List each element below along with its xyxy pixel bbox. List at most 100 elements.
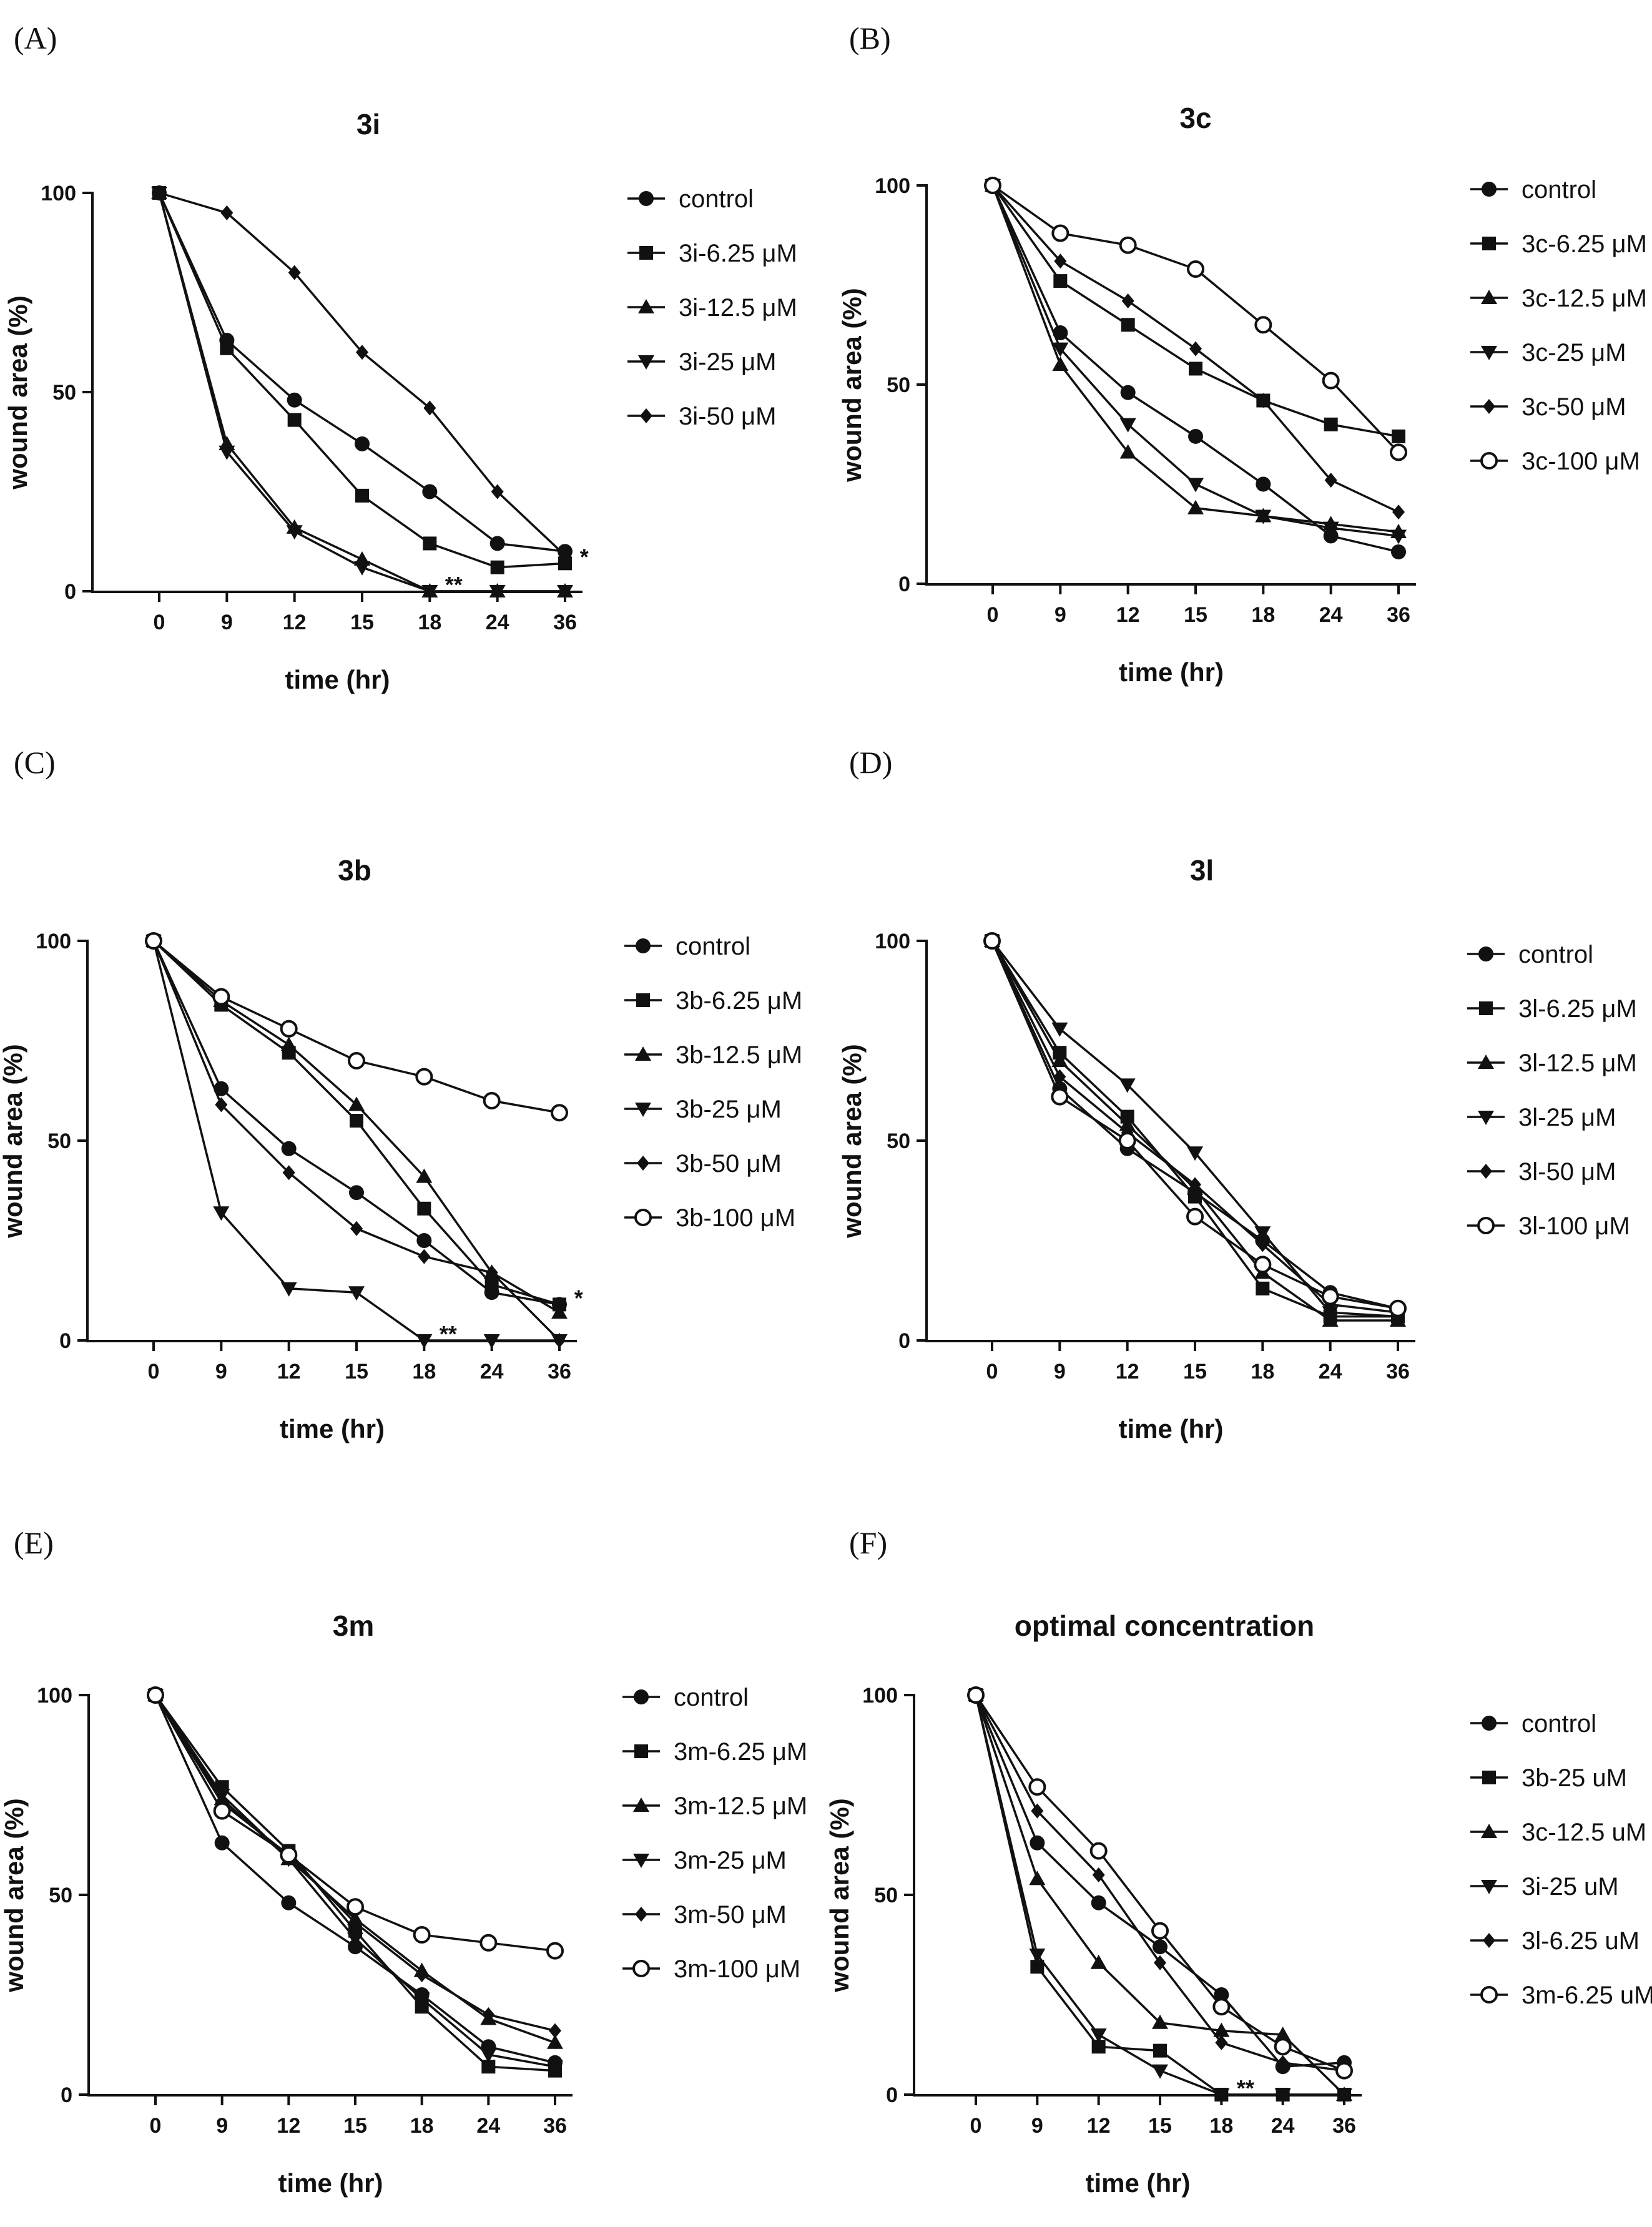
panel-c-point-3b-50-m-18 [418,1249,431,1264]
panel-c-point-3b-6-25-m-18 [417,1201,431,1216]
panel-d-xtick-label: 18 [1251,1360,1274,1384]
panel-e-legend-entry-3m-50-m: 3m-50 μM [622,1901,787,1929]
panel-d-xtick-label: 0 [986,1360,998,1384]
panel-b-legend-marker-3c-25-m [1481,346,1497,360]
panel-b-point-3c-50-m-15 [1189,341,1202,356]
panel-a-point-3i-6-25-m-9 [220,341,234,355]
panel-d-ytick-label: 100 [875,930,910,953]
panel-a-point-3i-50-m-24 [491,484,504,499]
panel-b-point-control-15 [1188,428,1203,444]
panel-e-ytick-label: 0 [61,2083,72,2107]
panel-d-line-3l-6-25-m [991,940,1398,1318]
panel-a-ytick-label: 0 [64,580,76,604]
panel-b-legend-entry-control: control [1470,176,1596,204]
panel-e-line-3m-50-m [154,1694,556,2032]
panel-f-point-3i-25-um-15 [1152,2064,1168,2079]
panel-c-point-3b-100-m-24 [483,1092,501,1109]
panel-a-xtick-label: 24 [486,611,509,634]
panel-b-point-3c-25-m-15 [1187,478,1204,493]
panel-c-point-3b-50-m-36 [553,1333,566,1348]
panel-e-xtick-label: 24 [476,2114,500,2138]
panel-a-point-3i-25-m-18 [421,585,438,599]
panel-f-point-3m-6-25-um-9 [1028,1778,1046,1796]
panel-c-point-3b-100-m-12 [280,1020,298,1038]
panel-c-significance-mark: ** [440,1321,457,1347]
panel-a-point-3i-25-m-24 [489,585,506,599]
panel-d-legend-marker-3l-25-m [1478,1111,1494,1125]
panel-b-ytick-label: 100 [875,174,910,198]
panel-a-label: (A) [14,21,57,56]
panel-e-legend-marker-3m-50-m [635,1907,647,1922]
panel-f-point-3i-25-um-18 [1213,2088,1230,2103]
panel-b-point-3c-50-m-24 [1324,473,1337,488]
panel-b-title: 3c [1179,102,1211,134]
panel-b-point-3c-50-m-18 [1257,393,1270,408]
panel-c-ytick-label: 100 [36,930,71,953]
panel-d-legend-marker-3l-12-5-m [1478,1055,1494,1069]
panel-e-legend-entry-3m-6-25-m: 3m-6.25 μM [622,1738,807,1766]
panel-d-legend-entry-3l-50-m: 3l-50 μM [1467,1158,1616,1186]
panel-e-point-3m-100-m-18 [413,1926,431,1944]
panel-d-series-3l-100-m [983,932,1407,1317]
panel-b-point-3c-100-m-12 [1119,236,1137,254]
panel-d-xtick-label: 15 [1183,1360,1207,1384]
panel-b-point-3c-25-m-36 [1390,529,1407,544]
panel-d-xtick-label: 9 [1054,1360,1066,1384]
panel-a-legend-entry-control: control [627,185,754,213]
panel-e-legend-label: control [674,1684,749,1711]
panel-d-point-3l-100-m-9 [1051,1088,1069,1106]
panel-d-series-3l-50-m [986,933,1404,1320]
panel-c-legend-entry-3b-12-5-m: 3b-12.5 μM [624,1041,802,1069]
panel-c-legend-marker-3b-6-25-m [636,993,650,1007]
panel-d-series-3l-12-5-m [984,933,1406,1327]
panel-c-xtick-label: 12 [277,1360,301,1384]
panel-b-point-3c-12-5-m-9 [1052,356,1069,371]
panel-a-legend-entry-3i-12-5-m: 3i-12.5 μM [627,294,797,322]
panel-b-point-3c-100-m-9 [1051,224,1069,242]
panel-c-legend-marker-3b-25-m [635,1103,651,1117]
panel-f-xtick-label: 18 [1209,2114,1233,2138]
panel-e-label: (E) [14,1525,54,1560]
panel-a-point-control-12 [287,392,302,408]
panel-b-point-3c-100-m-24 [1322,371,1340,390]
panel-f-significance-mark: ** [1237,2075,1254,2101]
panel-e-point-3m-6-25-m-24 [481,2060,496,2074]
panel-b-legend-label: control [1522,176,1596,204]
panel-f-point-3l-6-25-um-9 [1031,1803,1044,1819]
panel-c-xtick-label: 18 [412,1360,436,1384]
panel-f-legend-marker-3i-25-um [1481,1880,1497,1894]
panel-e-legend-label: 3m-25 μM [674,1847,787,1874]
panel-c-title: 3b [338,854,371,887]
panel-c-legend-label: 3b-50 μM [676,1150,782,1177]
panel-b-series-3c-25-m [985,179,1407,544]
panel-e-point-3m-100-m-36 [546,1942,564,1960]
panel-f-legend-label: 3i-25 uM [1522,1873,1619,1900]
panel-e-xtick-label: 0 [150,2114,162,2138]
panel-b: (B) 3c 0 50 100 0 9 12 15 18 24 36 time (hr) wound ar… [837,21,1647,687]
panel-e-title: 3m [333,1610,374,1642]
panel-a-legend-marker-3i-6-25-m [639,246,653,260]
panel-a-xtick-label: 36 [553,611,577,634]
panel-d-legend-label: 3l-12.5 μM [1518,1050,1637,1077]
panel-f-point-control-9 [1030,1835,1045,1851]
panel-e-point-3m-50-m-15 [349,1915,361,1930]
panel-d-point-3l-100-m-24 [1321,1287,1339,1305]
panel-e-legend-label: 3m-50 μM [674,1901,787,1929]
panel-a-point-control-15 [355,436,370,451]
panel-c-point-3b-25-m-18 [416,1334,433,1349]
panel-e-point-3m-25-m-24 [480,2048,497,2063]
panel-d-point-3l-12-5-m-12 [1119,1116,1136,1131]
panel-e-ytick-label: 50 [49,1884,72,1907]
panel-e-legend-label: 3m-100 μM [674,1955,800,1983]
panel-c-label: (C) [14,745,56,780]
panel-d: (D) 3l 0 50 100 0 9 12 15 18 24 36 time (hr) wound ar… [837,745,1637,1443]
panel-d-legend-entry-3l-100-m: 3l-100 μM [1467,1212,1630,1240]
panel-f-point-3i-25-um-9 [1029,1949,1046,1963]
panel-b-legend-entry-3c-12-5-m: 3c-12.5 μM [1470,285,1647,312]
panel-f-legend-entry-3m-6-25-um: 3m-6.25 uM [1470,1982,1652,2009]
panel-f-legend-label: control [1522,1710,1596,1738]
panel-c-point-control-9 [214,1081,229,1096]
panel-f-point-3c-12-5-um-18 [1213,2022,1230,2037]
panel-d-point-3l-100-m-0 [983,932,1001,950]
panel-c-point-3b-100-m-15 [348,1052,365,1069]
